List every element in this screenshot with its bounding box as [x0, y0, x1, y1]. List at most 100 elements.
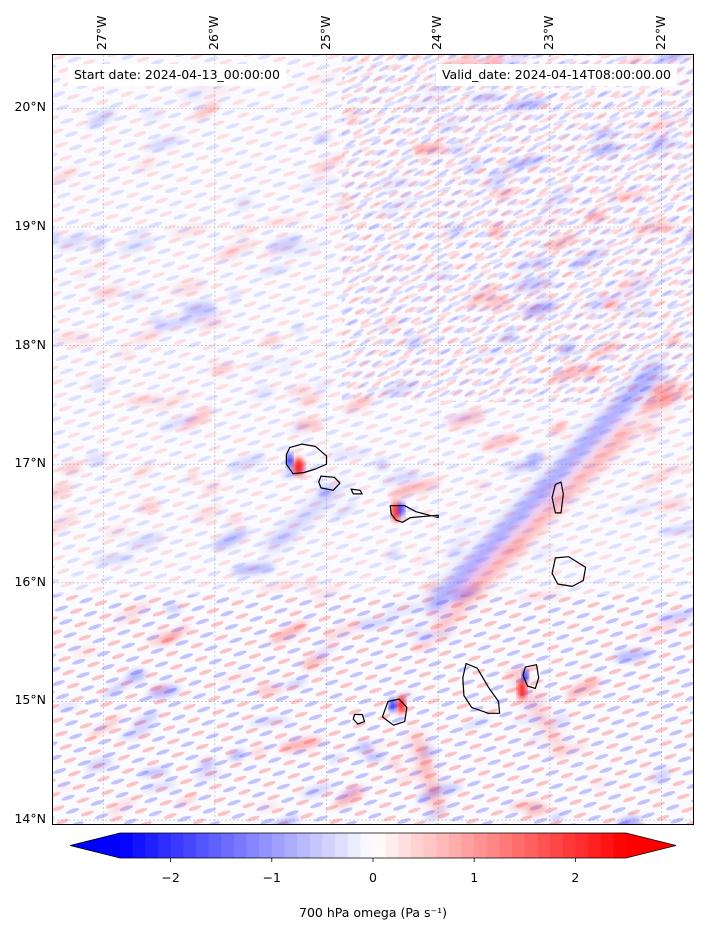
colorbar-tick-label: −1	[262, 870, 282, 885]
colorbar-bin	[537, 833, 551, 858]
ascent-cell	[345, 109, 361, 122]
lat-tick-label: 15°N	[14, 692, 46, 708]
descent-cell	[329, 755, 345, 763]
descent-cell	[140, 768, 169, 776]
ascent-cell	[88, 716, 122, 739]
descent-cell	[658, 525, 693, 535]
ascent-cell	[171, 224, 208, 238]
ascent-cell	[279, 737, 323, 752]
ascent-cell	[485, 296, 512, 310]
descent-cell	[236, 197, 252, 210]
ascent-cell	[132, 329, 163, 343]
ascent-cell	[305, 74, 339, 83]
descent-cell	[592, 129, 616, 139]
descent-cell	[353, 618, 394, 629]
ascent-cell	[209, 83, 229, 97]
colorbar-bin	[575, 833, 589, 858]
descent-cell	[684, 231, 693, 243]
descent-cell	[86, 757, 112, 772]
wake-band	[266, 483, 342, 552]
island-fogo	[381, 698, 408, 726]
wake-band	[426, 363, 662, 613]
ascent-cell	[423, 581, 441, 592]
ascent-cell	[270, 621, 308, 644]
ascent-cell	[370, 739, 395, 751]
descent-cell	[642, 140, 678, 156]
descent-cell	[379, 382, 418, 396]
ascent-cell	[488, 223, 505, 237]
ascent-cell	[313, 584, 341, 602]
ascent-cell	[262, 217, 303, 226]
descent-cell	[228, 292, 241, 299]
colorbar-bin	[259, 833, 273, 858]
ascent-cell	[648, 380, 679, 396]
descent-cell	[314, 134, 331, 142]
ascent-cell	[259, 581, 301, 591]
descent-cell	[548, 715, 570, 726]
descent-cell	[444, 224, 467, 237]
ascent-cell	[160, 624, 190, 645]
descent-cell	[506, 157, 545, 169]
descent-cell	[148, 317, 164, 324]
ascent-cell	[642, 425, 660, 437]
graticule	[53, 55, 693, 824]
descent-cell	[164, 604, 182, 612]
colorbar-bin	[474, 833, 488, 858]
ascent-cell	[152, 685, 169, 693]
omega-core	[293, 457, 304, 476]
descent-cell	[542, 187, 574, 210]
ascent-cell	[223, 241, 256, 254]
colorbar-bin	[284, 833, 298, 858]
island-sao-vicente	[318, 475, 341, 491]
ascent-cell	[414, 478, 441, 494]
ascent-cell	[95, 286, 122, 300]
ascent-cell	[135, 157, 156, 172]
ascent-cell	[226, 516, 245, 524]
descent-cell	[101, 677, 135, 698]
descent-cell	[227, 454, 265, 473]
ascent-cell	[125, 396, 164, 405]
descent-cell	[452, 537, 470, 545]
descent-cell	[513, 258, 540, 272]
colorbar-outline	[69, 832, 677, 859]
descent-cell	[332, 503, 357, 520]
descent-cell	[470, 93, 500, 103]
colorbar-bin	[360, 833, 374, 858]
colorbar-tick-label: 2	[571, 870, 580, 885]
ascent-cell	[509, 801, 542, 809]
descent-cell	[432, 632, 452, 638]
colorbar-bin	[145, 833, 159, 858]
colorbar-bin	[410, 833, 425, 858]
descent-cell	[130, 227, 150, 239]
omega-core	[286, 452, 293, 469]
descent-cell	[250, 718, 289, 725]
descent-cell	[381, 471, 419, 484]
colorbar-bin	[373, 833, 387, 858]
ascent-cell	[304, 579, 319, 589]
descent-cell	[246, 358, 277, 369]
colorbar-bin	[613, 833, 627, 858]
colorbar-bin	[271, 833, 285, 858]
descent-cell	[618, 275, 656, 301]
descent-cell	[231, 563, 275, 575]
ascent-cell	[381, 318, 403, 329]
descent-cell	[585, 293, 612, 313]
ascent-cell	[467, 285, 499, 307]
descent-cell	[445, 547, 463, 557]
colorbar-bin	[423, 833, 437, 858]
colorbar-bin	[309, 833, 323, 858]
island-maio	[522, 664, 540, 689]
ascent-cell	[551, 744, 587, 756]
colorbar-bin	[246, 833, 260, 858]
ascent-cell	[412, 642, 435, 650]
descent-cell	[523, 300, 558, 317]
descent-cell	[651, 134, 669, 148]
ascent-cell	[53, 333, 90, 343]
descent-cell	[145, 137, 182, 150]
colorbar-tick-label: 0	[369, 870, 377, 885]
colorbar-extend-max	[626, 833, 676, 858]
descent-cell	[56, 703, 79, 710]
island-wake-bands	[266, 363, 676, 813]
descent-cell	[429, 270, 451, 281]
descent-cell	[461, 717, 491, 730]
